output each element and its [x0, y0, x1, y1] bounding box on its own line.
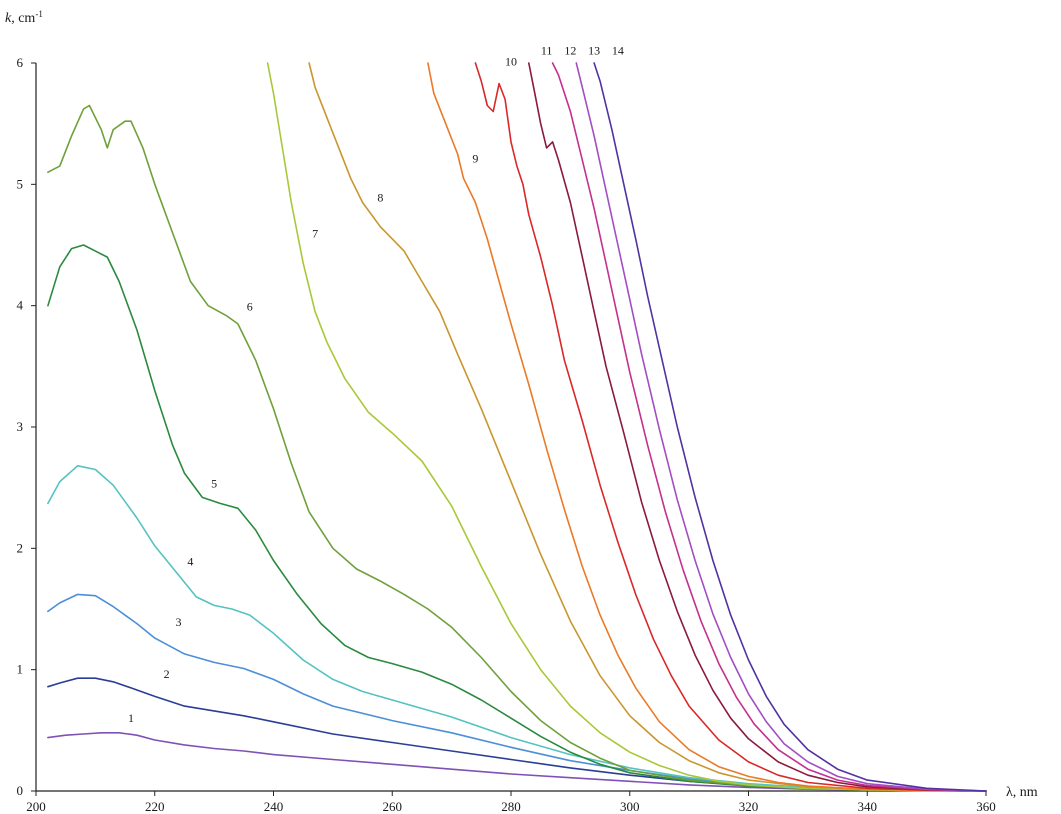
x-tick-label: 240 — [264, 799, 284, 814]
series-line-10 — [474, 62, 987, 792]
series-group — [47, 62, 987, 792]
curve-label-11: 11 — [541, 44, 553, 58]
curve-label-8: 8 — [377, 190, 383, 204]
y-tick-label: 3 — [17, 419, 24, 434]
curve-label-9: 9 — [472, 151, 478, 165]
y-axis-title-unit: , cm — [11, 11, 35, 26]
curve-label-12: 12 — [564, 44, 576, 58]
y-axis-title-symbol: k — [5, 11, 12, 26]
x-axis-title: λ, nm — [1006, 785, 1038, 800]
curve-label-5: 5 — [211, 477, 217, 491]
axes — [35, 63, 986, 792]
x-ticks: 200 220 240 260 280 300 320 340 360 — [26, 791, 996, 814]
curve-label-3: 3 — [176, 615, 182, 629]
y-ticks: 0 1 2 3 4 5 6 — [17, 55, 36, 798]
y-axis-title-exponent: -1 — [35, 9, 43, 19]
x-tick-label: 360 — [976, 799, 996, 814]
x-tick-label: 220 — [145, 799, 165, 814]
curve-label-7: 7 — [312, 227, 318, 241]
curve-label-14: 14 — [612, 44, 624, 58]
series-line-3 — [47, 593, 987, 792]
curve-label-1: 1 — [128, 711, 134, 725]
series-line-13 — [575, 62, 987, 792]
curve-label-10: 10 — [505, 54, 517, 68]
x-tick-label: 340 — [858, 799, 878, 814]
series-line-5 — [47, 244, 987, 792]
y-tick-label: 1 — [17, 662, 24, 677]
series-line-9 — [427, 62, 987, 792]
x-tick-label: 260 — [383, 799, 403, 814]
y-axis-title: k, cm-1 — [5, 9, 43, 26]
curve-label-4: 4 — [187, 554, 193, 568]
curve-label-6: 6 — [247, 300, 253, 314]
x-tick-label: 280 — [501, 799, 521, 814]
y-tick-label: 5 — [17, 176, 24, 191]
series-line-4 — [47, 465, 987, 792]
series-line-12 — [551, 62, 987, 792]
y-tick-label: 0 — [17, 783, 24, 798]
x-tick-label: 300 — [620, 799, 640, 814]
series-line-7 — [266, 62, 987, 792]
x-tick-label: 320 — [739, 799, 759, 814]
series-line-8 — [308, 62, 987, 792]
curve-label-2: 2 — [164, 667, 170, 681]
y-tick-label: 2 — [17, 540, 24, 555]
series-line-6 — [47, 104, 987, 792]
curve-label-13: 13 — [588, 44, 600, 58]
x-tick-label: 200 — [26, 799, 46, 814]
y-tick-label: 4 — [17, 298, 24, 313]
series-line-14 — [593, 62, 987, 792]
series-line-1 — [47, 732, 987, 792]
series-line-11 — [528, 62, 987, 792]
y-tick-label: 6 — [17, 55, 24, 70]
